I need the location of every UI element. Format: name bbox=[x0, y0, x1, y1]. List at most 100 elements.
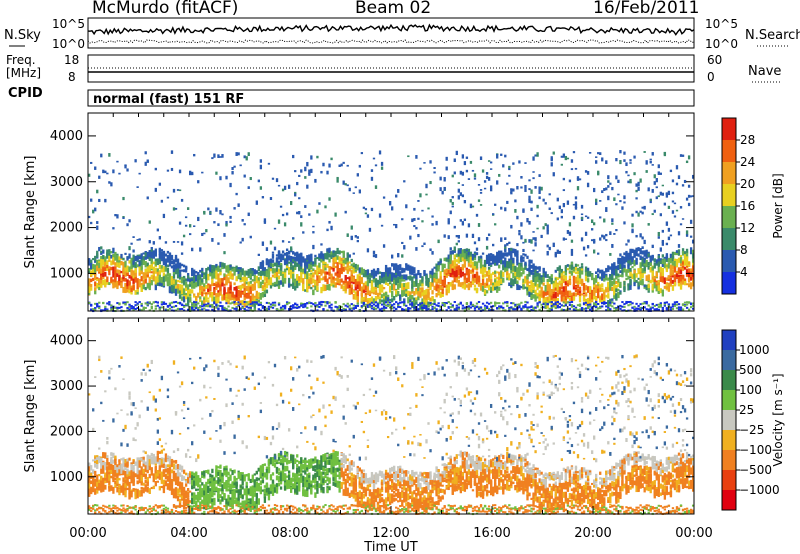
echo-cell bbox=[530, 239, 533, 244]
echo-cell bbox=[233, 307, 236, 310]
echo-cell bbox=[526, 308, 529, 311]
echo-cell bbox=[283, 305, 287, 308]
echo-cell bbox=[681, 154, 685, 157]
echo-cell bbox=[287, 301, 291, 304]
echo-cell bbox=[679, 257, 683, 264]
echo-cell bbox=[213, 153, 216, 158]
echo-cell bbox=[546, 224, 549, 229]
echo-cell bbox=[548, 246, 551, 251]
echo-cell bbox=[324, 271, 327, 275]
echo-cell bbox=[96, 282, 99, 288]
echo-cell bbox=[439, 187, 442, 192]
echo-cell bbox=[679, 223, 683, 226]
echo-cell bbox=[631, 213, 634, 217]
echo-cell bbox=[560, 294, 563, 299]
echo-cell bbox=[154, 252, 157, 257]
echo-cell bbox=[443, 263, 446, 269]
echo-cell bbox=[641, 302, 644, 305]
echo-cell bbox=[615, 293, 618, 300]
echo-cell bbox=[300, 253, 303, 256]
echo-cell bbox=[451, 205, 454, 208]
echo-cell bbox=[391, 263, 394, 267]
echo-cell bbox=[201, 285, 204, 290]
echo-cell bbox=[98, 198, 101, 202]
echo-cell bbox=[154, 305, 157, 308]
echo-cell bbox=[378, 280, 382, 288]
echo-cell bbox=[599, 152, 602, 156]
echo-cell bbox=[689, 268, 693, 272]
echo-cell bbox=[267, 267, 271, 274]
echo-cell bbox=[263, 220, 267, 224]
echo-cell bbox=[473, 255, 477, 257]
echo-cell bbox=[403, 274, 406, 280]
echo-cell bbox=[334, 212, 337, 217]
echo-cell bbox=[320, 269, 323, 273]
echo-cell bbox=[433, 299, 436, 304]
echo-cell bbox=[689, 195, 693, 198]
echo-cell bbox=[595, 303, 598, 309]
echo-cell bbox=[302, 231, 305, 234]
echo-cell bbox=[100, 268, 103, 274]
echo-cell bbox=[597, 288, 600, 296]
echo-cell bbox=[302, 278, 305, 284]
echo-cell bbox=[100, 246, 103, 250]
echo-cell bbox=[576, 288, 580, 296]
echo-cell bbox=[623, 195, 626, 200]
echo-cell bbox=[174, 288, 178, 296]
echo-cell bbox=[487, 260, 491, 267]
echo-cell bbox=[492, 271, 495, 275]
echo-cell bbox=[322, 261, 325, 265]
echo-cell bbox=[471, 269, 475, 273]
echo-cell bbox=[156, 268, 159, 272]
echo-cell bbox=[326, 284, 329, 291]
echo-cell bbox=[687, 301, 691, 304]
echo-cell bbox=[237, 300, 240, 308]
echo-cell bbox=[407, 265, 410, 270]
echo-cell bbox=[615, 288, 618, 293]
echo-cell bbox=[635, 280, 638, 283]
echo-cell bbox=[483, 187, 487, 190]
echo-cell bbox=[496, 256, 499, 260]
echo-cell bbox=[104, 170, 107, 174]
echo-cell bbox=[582, 290, 586, 293]
echo-cell bbox=[455, 271, 458, 278]
echo-cell bbox=[405, 288, 408, 291]
echo-cell bbox=[124, 267, 127, 272]
echo-cell bbox=[348, 255, 351, 258]
echo-cell bbox=[324, 275, 327, 282]
echo-cell bbox=[358, 285, 361, 289]
echo-cell bbox=[178, 284, 182, 290]
echo-cell bbox=[405, 263, 408, 266]
echo-cell bbox=[114, 214, 117, 217]
echo-cell bbox=[110, 254, 113, 259]
echo-cell bbox=[677, 306, 681, 309]
echo-cell bbox=[201, 232, 204, 237]
echo-cell bbox=[685, 303, 689, 306]
echo-cell bbox=[209, 268, 212, 275]
echo-cell bbox=[219, 271, 222, 276]
echo-cell bbox=[673, 303, 677, 306]
echo-cell bbox=[94, 287, 97, 295]
echo-cell bbox=[492, 309, 495, 312]
echo-cell bbox=[146, 282, 149, 289]
echo-cell bbox=[146, 196, 149, 200]
echo-cell bbox=[544, 291, 547, 296]
echo-cell bbox=[360, 286, 364, 293]
echo-cell bbox=[677, 257, 681, 263]
echo-cell bbox=[425, 294, 428, 298]
echo-cell bbox=[110, 260, 113, 266]
echo-cell bbox=[651, 303, 654, 306]
echo-cell bbox=[498, 264, 501, 269]
echo-cell bbox=[257, 308, 260, 311]
echo-cell bbox=[310, 269, 313, 273]
echo-cell bbox=[413, 300, 416, 304]
echo-cell bbox=[352, 269, 355, 274]
echo-cell bbox=[279, 205, 283, 208]
echo-cell bbox=[534, 186, 537, 189]
echo-cell bbox=[469, 254, 473, 258]
echo-cell bbox=[271, 253, 275, 257]
echo-cell bbox=[578, 273, 582, 279]
echo-cell bbox=[130, 257, 133, 262]
echo-cell bbox=[374, 279, 378, 285]
echo-cell bbox=[675, 301, 679, 304]
